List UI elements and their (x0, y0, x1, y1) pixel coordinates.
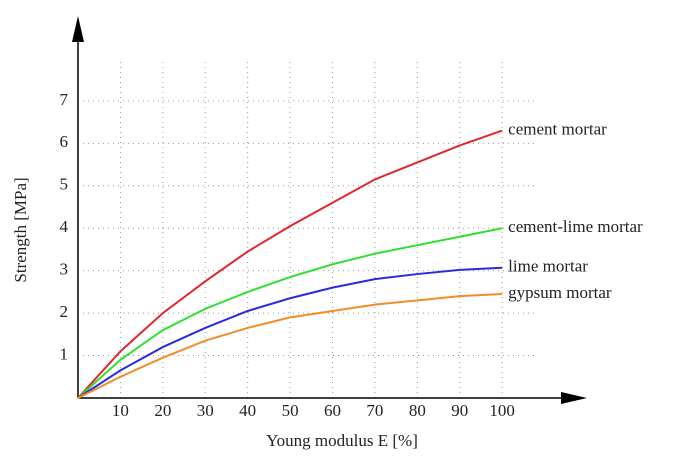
x-axis-title: Young modulus E [%] (266, 431, 418, 450)
y-tick-label: 2 (60, 302, 69, 321)
series-label: lime mortar (508, 257, 588, 276)
x-tick-label: 10 (112, 401, 129, 420)
x-tick-label: 100 (489, 401, 515, 420)
series-line (77, 266, 503, 399)
series-label: gypsum mortar (508, 283, 612, 302)
y-tick-label: 7 (60, 90, 69, 109)
y-tick-label: 6 (60, 132, 69, 151)
x-tick-label: 40 (239, 401, 256, 420)
series-label: cement mortar (508, 120, 607, 139)
y-tick-label: 1 (60, 344, 69, 363)
x-tick-label: 70 (366, 401, 383, 420)
x-tick-label: 50 (282, 401, 299, 420)
y-axis-title: Strength [MPa] (11, 177, 30, 282)
y-axis-arrow (72, 16, 84, 42)
y-tick-label: 3 (60, 260, 69, 279)
y-tick-label: 4 (60, 217, 69, 236)
x-tick-label: 20 (154, 401, 171, 420)
x-tick-label: 30 (197, 401, 214, 420)
series-line (77, 227, 503, 399)
series-line (77, 293, 503, 399)
x-tick-label: 60 (324, 401, 341, 420)
x-axis-arrow (561, 392, 587, 404)
y-tick-label: 5 (60, 175, 69, 194)
series-line (77, 129, 503, 399)
x-tick-label: 80 (409, 401, 426, 420)
series-label: cement-lime mortar (508, 217, 643, 236)
x-tick-label: 90 (451, 401, 468, 420)
